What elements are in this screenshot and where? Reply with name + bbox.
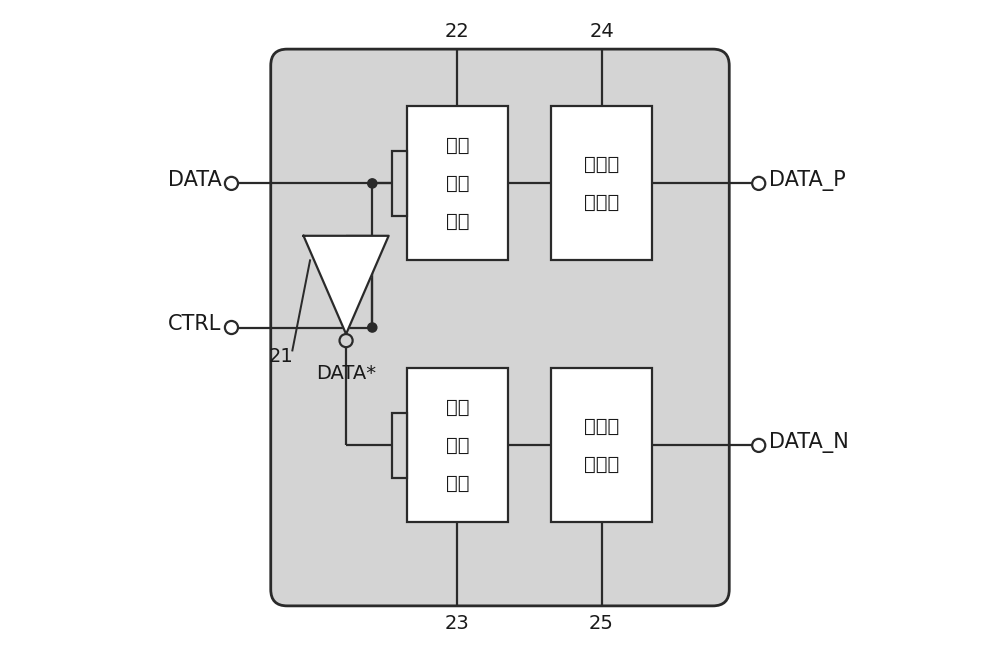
Text: 时延: 时延 [446,136,469,155]
Text: DATA_P: DATA_P [769,170,845,191]
Text: 21: 21 [268,347,293,367]
Circle shape [368,323,377,332]
Text: 窄脉冲: 窄脉冲 [584,155,619,174]
Bar [551,106,652,260]
Text: 电路: 电路 [446,474,469,493]
Text: 发生器: 发生器 [584,193,619,212]
Text: 23: 23 [445,614,470,633]
Text: 调谐: 调谐 [446,436,469,455]
Text: DATA_N: DATA_N [769,432,848,453]
Text: CTRL: CTRL [168,314,222,334]
Text: 电路: 电路 [446,212,469,231]
Text: DATA*: DATA* [316,364,376,383]
Text: 窄脉冲: 窄脉冲 [584,417,619,436]
Circle shape [368,179,377,188]
Text: 发生器: 发生器 [584,455,619,474]
Text: 25: 25 [589,614,614,633]
Bar [407,106,508,260]
Bar [392,151,407,215]
Bar [392,413,407,477]
Bar [407,368,508,523]
Text: 24: 24 [589,22,614,41]
Text: DATA: DATA [168,170,222,190]
Text: 调谐: 调谐 [446,174,469,193]
Bar [551,368,652,523]
Text: 时延: 时延 [446,398,469,417]
Text: 22: 22 [445,22,470,41]
Polygon shape [304,236,389,334]
FancyBboxPatch shape [271,49,729,606]
